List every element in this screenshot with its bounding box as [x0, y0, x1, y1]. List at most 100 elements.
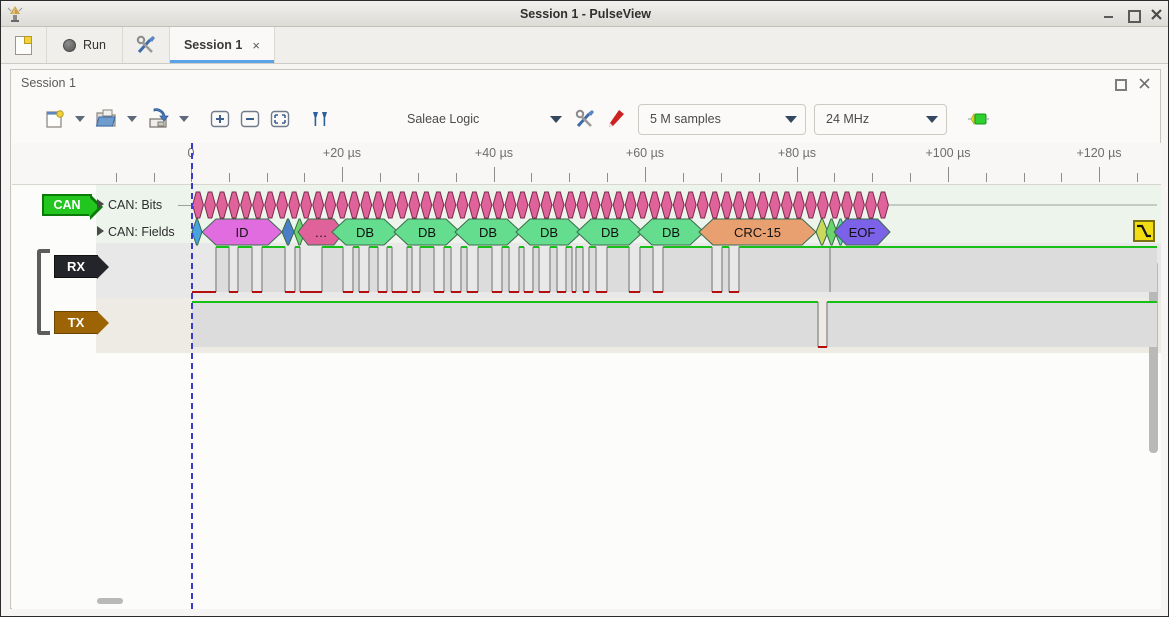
annotation-bit[interactable]: [300, 191, 313, 219]
maximize-icon[interactable]: [1127, 9, 1141, 23]
settings-button[interactable]: [123, 27, 170, 63]
annotation-bit[interactable]: [480, 191, 493, 219]
open-button[interactable]: [91, 104, 121, 134]
annotation-bit[interactable]: [780, 191, 793, 219]
annotation-bit[interactable]: [828, 191, 841, 219]
falling-edge-trigger-icon[interactable]: [1133, 220, 1155, 242]
new-session-dropdown[interactable]: [69, 104, 91, 134]
tab-session-1[interactable]: Session 1 ×: [169, 27, 275, 63]
annotation-bit[interactable]: [444, 191, 457, 219]
expand-triangle-icon[interactable]: [97, 226, 104, 236]
annotation-bit[interactable]: [240, 191, 253, 219]
annotation-bit[interactable]: [648, 191, 661, 219]
trigger-cursor-line[interactable]: [191, 143, 193, 609]
annotation-bit[interactable]: [552, 191, 565, 219]
decoder-tag-can[interactable]: CAN: [42, 194, 103, 220]
annotation-bit[interactable]: [841, 191, 853, 219]
annotation-bit[interactable]: [204, 191, 216, 219]
annotation-bit[interactable]: [456, 191, 469, 219]
probe-button[interactable]: [600, 104, 630, 134]
annotation-bit[interactable]: [865, 191, 877, 219]
annotation-bit[interactable]: [696, 191, 709, 219]
annotation-bit[interactable]: [336, 191, 349, 219]
annotation-bit[interactable]: [636, 191, 649, 219]
float-window-icon[interactable]: [1114, 78, 1127, 91]
zoom-fit-button[interactable]: [265, 104, 295, 134]
signal-rx[interactable]: [192, 246, 1157, 293]
annotation-field-DB[interactable]: [393, 218, 461, 246]
annotation-bit[interactable]: [420, 191, 433, 219]
annotation-bit[interactable]: [816, 191, 829, 219]
annotation-field-[interactable]: [297, 218, 345, 246]
zoom-out-button[interactable]: [235, 104, 265, 134]
annotation-field-small[interactable]: [825, 218, 838, 246]
channel-tag-tx[interactable]: TX: [54, 311, 109, 335]
annotation-bit[interactable]: [672, 191, 685, 219]
device-selector[interactable]: Saleae Logic: [395, 104, 570, 135]
annotation-field-small[interactable]: [191, 218, 203, 246]
signal-tx[interactable]: [192, 301, 1157, 348]
annotation-bit[interactable]: [720, 191, 733, 219]
annotation-bit[interactable]: [708, 191, 721, 219]
annotation-bit[interactable]: [564, 191, 577, 219]
annotation-bit[interactable]: [504, 191, 517, 219]
annotation-bit[interactable]: [853, 191, 865, 219]
device-config-button[interactable]: [570, 104, 600, 134]
annotation-bit[interactable]: [360, 191, 373, 219]
annotation-field-DB[interactable]: [331, 218, 399, 246]
tab-close-icon[interactable]: ×: [252, 37, 260, 53]
annotation-field-CRC15[interactable]: [698, 218, 817, 246]
annotation-bit[interactable]: [432, 191, 445, 219]
annotation-bit[interactable]: [732, 191, 745, 219]
open-dropdown[interactable]: [121, 104, 143, 134]
waveform-canvas[interactable]: ID … DB DB DB DB DB DB CRC-15 EOF: [12, 185, 1161, 609]
annotation-bit[interactable]: [756, 191, 769, 219]
annotation-bit[interactable]: [612, 191, 625, 219]
annotation-bit[interactable]: [744, 191, 757, 219]
annotation-bit[interactable]: [384, 191, 397, 219]
annotation-bit[interactable]: [312, 191, 325, 219]
annotation-bit[interactable]: [276, 191, 289, 219]
minimize-icon[interactable]: [1103, 9, 1114, 20]
annotation-field-DB[interactable]: [515, 218, 583, 246]
annotation-bit[interactable]: [372, 191, 385, 219]
time-ruler[interactable]: 0 +20 µs +40 µs +60 µs +80 µs +100 µs +120 µs: [12, 143, 1161, 185]
zoom-in-button[interactable]: [205, 104, 235, 134]
annotation-bit[interactable]: [264, 191, 277, 219]
annotation-bit[interactable]: [877, 191, 889, 219]
annotation-bit[interactable]: [396, 191, 409, 219]
annotation-bit[interactable]: [600, 191, 613, 219]
annotation-bit[interactable]: [768, 191, 781, 219]
save-button[interactable]: [143, 104, 173, 134]
new-session-button[interactable]: [1, 27, 47, 63]
annotation-bit[interactable]: [660, 191, 673, 219]
annotation-bit[interactable]: [684, 191, 697, 219]
annotation-field-DB[interactable]: [637, 218, 705, 246]
channel-tag-rx[interactable]: RX: [54, 255, 109, 279]
close-icon[interactable]: [1139, 77, 1150, 89]
show-cursors-button[interactable]: [305, 104, 335, 134]
horizontal-scrollbar[interactable]: [97, 598, 123, 604]
expand-triangle-icon[interactable]: [97, 199, 104, 209]
annotation-bit[interactable]: [588, 191, 601, 219]
annotation-bit[interactable]: [252, 191, 265, 219]
annotation-bit[interactable]: [576, 191, 589, 219]
annotation-bit[interactable]: [804, 191, 817, 219]
annotation-bit[interactable]: [216, 191, 228, 219]
annotation-field-small[interactable]: [815, 218, 829, 246]
close-icon[interactable]: [1151, 8, 1162, 20]
annotation-bit[interactable]: [468, 191, 481, 219]
annotation-bit[interactable]: [192, 191, 204, 219]
annotation-bit[interactable]: [492, 191, 505, 219]
annotation-field-DB[interactable]: [454, 218, 522, 246]
sample-rate-selector[interactable]: 24 MHz: [814, 103, 947, 135]
annotation-field-ID[interactable]: [201, 218, 283, 246]
annotation-bit[interactable]: [792, 191, 805, 219]
annotation-bit[interactable]: [540, 191, 553, 219]
annotation-bit[interactable]: [288, 191, 301, 219]
run-button[interactable]: Run: [47, 27, 123, 63]
annotation-bit[interactable]: [408, 191, 421, 219]
annotation-bit[interactable]: [624, 191, 637, 219]
annotation-bit[interactable]: [228, 191, 240, 219]
new-session-button[interactable]: [39, 104, 69, 134]
